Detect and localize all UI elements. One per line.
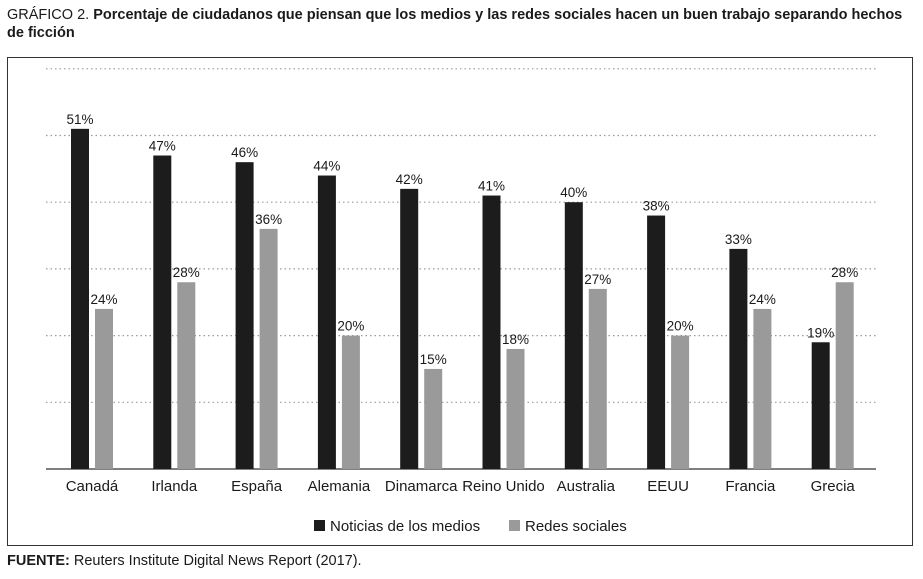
x-tick-canada: Canadá — [66, 478, 119, 495]
data-label-dinamarca-redes: 15% — [420, 352, 447, 367]
bar-grecia-noticias — [811, 342, 830, 469]
data-label-grecia-noticias: 19% — [807, 325, 834, 340]
source-label: FUENTE: — [7, 553, 70, 569]
data-label-francia-noticias: 33% — [725, 232, 752, 247]
data-label-australia-noticias: 40% — [560, 185, 587, 200]
legend-label-noticias: Noticias de los medios — [330, 518, 480, 535]
bar-francia-noticias — [729, 248, 748, 469]
legend: Noticias de los medios Redes sociales — [314, 518, 627, 535]
data-label-australia-redes: 27% — [584, 272, 611, 287]
data-label-irlanda-redes: 28% — [173, 265, 200, 280]
x-tick-irlanda: Irlanda — [151, 478, 198, 495]
data-label-francia-redes: 24% — [749, 292, 776, 307]
data-label-reino-unido-noticias: 41% — [478, 179, 505, 194]
chart-title: GRÁFICO 2. Porcentaje de ciudadanos que … — [7, 6, 912, 42]
data-label-alemania-redes: 20% — [337, 319, 364, 334]
bar-francia-redes — [753, 308, 772, 469]
x-tick-australia: Australia — [557, 478, 616, 495]
x-axis-tick-labels: Canadá Irlanda España Alemania Dinamarca Rein… — [66, 478, 856, 495]
data-label-dinamarca-noticias: 42% — [396, 172, 423, 187]
data-label-canada-redes: 24% — [90, 292, 117, 307]
bar-irlanda-noticias — [153, 155, 172, 469]
bars — [71, 128, 854, 470]
source-note: FUENTE: Reuters Institute Digital News R… — [7, 553, 362, 569]
data-label-espana-noticias: 46% — [231, 145, 258, 160]
source-text: Reuters Institute Digital News Report (2… — [73, 553, 362, 569]
x-tick-eeuu: EEUU — [647, 478, 689, 495]
bar-australia-noticias — [564, 202, 583, 469]
bar-alemania-noticias — [317, 175, 336, 469]
data-label-eeuu-redes: 20% — [667, 319, 694, 334]
legend-swatch-redes — [509, 520, 520, 531]
bar-australia-redes — [588, 288, 607, 469]
x-tick-espana: España — [231, 478, 283, 495]
x-tick-alemania: Alemania — [308, 478, 371, 495]
data-label-eeuu-noticias: 38% — [643, 199, 670, 214]
legend-label-redes: Redes sociales — [525, 518, 627, 535]
data-label-irlanda-noticias: 47% — [149, 139, 176, 154]
bar-eeuu-noticias — [647, 215, 666, 469]
bar-canada-noticias — [71, 128, 89, 469]
bar-grecia-redes — [835, 282, 854, 469]
chart-frame: 51% 24% 47% 28% 46% 36% 44% 20% 42% 15% 41% 18% 40% 2… — [7, 57, 913, 546]
x-tick-francia: Francia — [725, 478, 776, 495]
x-tick-grecia: Grecia — [811, 478, 856, 495]
bar-espana-noticias — [235, 162, 254, 469]
x-tick-reino-unido: Reino Unido — [462, 478, 545, 495]
bar-chart: 51% 24% 47% 28% 46% 36% 44% 20% 42% 15% 41% 18% 40% 2… — [46, 68, 876, 535]
data-label-grecia-redes: 28% — [831, 265, 858, 280]
legend-swatch-noticias — [314, 520, 325, 531]
data-label-alemania-noticias: 44% — [313, 159, 340, 174]
bar-irlanda-redes — [177, 282, 196, 469]
data-label-canada-noticias: 51% — [66, 112, 93, 127]
bar-reino-unido-redes — [506, 348, 525, 469]
bar-canada-redes — [95, 308, 113, 469]
data-label-reino-unido-redes: 18% — [502, 332, 529, 347]
bar-espana-redes — [259, 228, 278, 469]
bar-alemania-redes — [341, 335, 360, 469]
bar-reino-unido-noticias — [482, 195, 501, 469]
chart-title-text: Porcentaje de ciudadanos que piensan que… — [7, 7, 903, 41]
chart-title-lead: GRÁFICO 2. — [7, 7, 90, 23]
x-tick-dinamarca: Dinamarca — [385, 478, 458, 495]
bar-dinamarca-redes — [424, 368, 443, 469]
bar-dinamarca-noticias — [400, 188, 419, 470]
bar-eeuu-redes — [671, 335, 690, 469]
data-label-espana-redes: 36% — [255, 212, 282, 227]
data-labels: 51% 24% 47% 28% 46% 36% 44% 20% 42% 15% 41% 18% 40% 2… — [66, 112, 858, 367]
